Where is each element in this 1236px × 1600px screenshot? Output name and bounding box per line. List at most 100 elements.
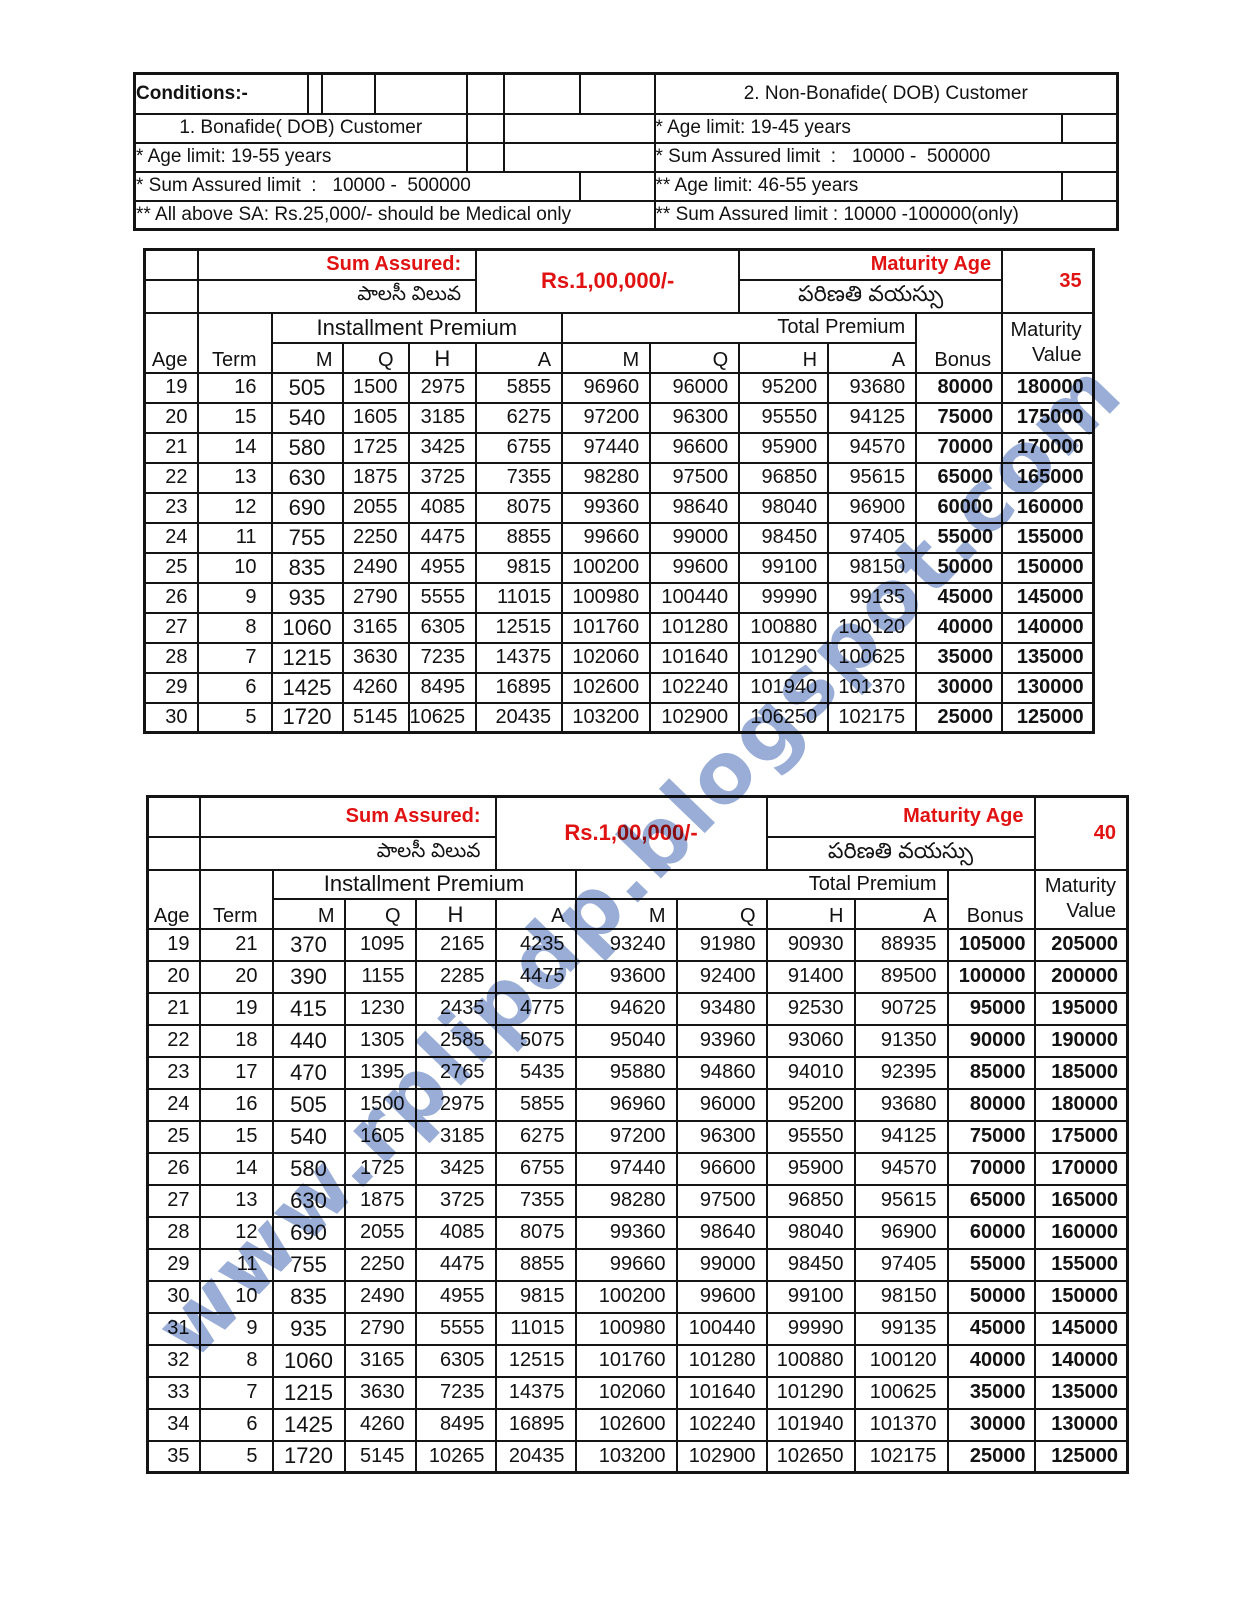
cell: 94125 [853,1119,949,1154]
mode-header-a: A [475,341,564,374]
cell: 95900 [738,431,830,464]
empty-cell [320,72,376,115]
cell: 100980 [574,1311,678,1346]
mode-header-q: Q [343,897,417,930]
empty-cell [465,112,505,144]
cell: 22 [146,1023,201,1058]
cell: 101640 [649,641,741,674]
cell: 835 [271,1279,346,1314]
cell: 20435 [475,701,564,734]
cell: 160000 [1033,1215,1129,1250]
cell: 3630 [341,641,410,674]
cell: 24 [146,1087,201,1122]
cell: 19 [146,927,201,962]
cell: 630 [270,461,344,494]
cell: 14 [196,431,273,464]
cell: 15 [196,401,273,434]
cell: 505 [271,1087,346,1122]
table-row: 29 11 755 2250 4475 8855 99660 99000 98450 97405 5… [146,1247,1129,1282]
bonus-column-header: Bonus [915,311,1004,374]
cell: 1605 [341,401,410,434]
cell: 4475 [494,959,577,994]
cell: 14 [198,1151,274,1186]
cell: 60000 [915,491,1004,524]
cell: 3725 [407,461,478,494]
empty-cell [1060,170,1119,202]
table-row: 23 12 690 2055 4085 8075 99360 98640 98040 96900 6… [143,491,1095,524]
cell: 35000 [915,641,1004,674]
cell: 40000 [915,611,1004,644]
age-column-header: Age [143,311,199,374]
cell: 50000 [946,1279,1036,1314]
table-row: 28 12 690 2055 4085 8075 99360 98640 98040 96900 6… [146,1215,1129,1250]
cell: 2490 [343,1279,417,1314]
table-row: 19 21 370 1095 2165 4235 93240 91980 90930 88935 1… [146,927,1129,962]
cell: 7355 [494,1183,577,1218]
cell: 2055 [343,1215,417,1250]
cell: 135000 [1001,641,1095,674]
cell: 3425 [407,431,478,464]
cell: 155000 [1001,521,1095,554]
cell: 95550 [765,1119,856,1154]
cell: 4475 [407,521,478,554]
cell: 12 [196,491,273,524]
cell: 6275 [475,401,564,434]
table-header-row: Sum Assured: Rs.1,00,000/- Maturity Age … [146,795,1129,871]
cell: 175000 [1001,401,1095,434]
table-header-row: Age Term Installment Premium Total Premi… [143,311,1095,374]
cell: 99135 [853,1311,949,1346]
cell: 93600 [574,959,678,994]
cell: 12 [198,1215,274,1250]
cell: 21 [143,431,199,464]
cell: 16 [196,371,273,404]
cell: 4085 [414,1215,497,1250]
maturity-age-label: Maturity Age [738,248,1004,281]
cell: 18 [198,1023,274,1058]
cell: 3165 [341,611,410,644]
cell: 540 [270,401,344,434]
maturity-age-telugu: పరిణతి వయస్సు [738,278,1004,314]
cell: 98040 [738,491,830,524]
non-bonafide-heading: 2. Non-Bonafide( DOB) Customer [653,72,1119,115]
cell: 31 [146,1311,201,1346]
cell: 12515 [475,611,564,644]
cell: 102650 [765,1439,856,1474]
cell: 98450 [765,1247,856,1282]
cell: 99360 [561,491,652,524]
cell: 50000 [915,551,1004,584]
cell: 100440 [675,1311,768,1346]
mode-header-a: A [494,897,577,930]
cell: 25000 [946,1439,1036,1474]
cell: 97440 [561,431,652,464]
cell: 95040 [574,1023,678,1058]
cell: 40000 [946,1343,1036,1378]
cell: 99000 [675,1247,768,1282]
cell: 28 [146,1215,201,1250]
cell: 4475 [414,1247,497,1282]
cell: 101370 [827,671,918,704]
cell: 1215 [271,1375,346,1410]
sum-assured-amount: Rs.1,00,000/- [494,795,768,871]
cell: 92530 [765,991,856,1026]
cell: 2790 [341,581,410,614]
cell: 3185 [407,401,478,434]
bonafide-sum-assured-limit: * Sum Assured limit : 10000 - 500000 [133,170,581,202]
cell: 2250 [343,1247,417,1282]
cell: 26 [143,581,199,614]
table-row: 24 16 505 1500 2975 5855 96960 96000 95200 93680 8… [146,1087,1129,1122]
cell: 1305 [343,1023,417,1058]
cell: 180000 [1001,371,1095,404]
table-row: 23 17 470 1395 2765 5435 95880 94860 94010 92395 8… [146,1055,1129,1090]
cell: 98280 [574,1183,678,1218]
table-row: 35 5 1720 5145 10265 20435 103200 102900 102650 1… [146,1439,1129,1474]
cell: 101290 [738,641,830,674]
cell: 195000 [1033,991,1129,1026]
cell: 100625 [827,641,918,674]
maturity-value-column-header: Maturity Value [1001,311,1095,374]
cell: 96900 [827,491,918,524]
cell: 6755 [494,1151,577,1186]
cell: 8495 [407,671,478,704]
cell: 60000 [946,1215,1036,1250]
cell: 7355 [475,461,564,494]
cell: 95000 [946,991,1036,1026]
